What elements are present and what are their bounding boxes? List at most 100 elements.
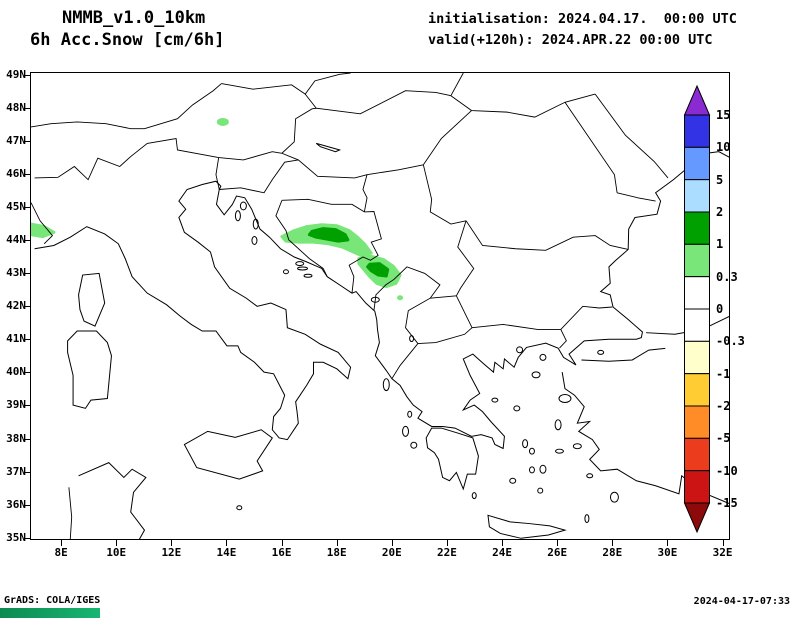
coastline [561, 372, 729, 504]
snow-area-piedmont-edge [31, 222, 56, 239]
coastline [425, 427, 479, 491]
country-border [362, 174, 368, 212]
island-outline [402, 425, 410, 437]
lon-tick-mark [61, 540, 63, 546]
island-outline [528, 466, 535, 474]
island-outline [303, 273, 313, 278]
lat-tick-label: 38N [6, 431, 26, 445]
island-outline [409, 335, 415, 343]
lat-tick-label: 42N [6, 299, 26, 313]
island-outline [609, 491, 619, 503]
country-border [465, 220, 629, 251]
island-outline [572, 443, 582, 450]
country-border [215, 157, 220, 190]
country-border [423, 110, 472, 166]
initialisation-line: initialisation: 2024.04.17. 00:00 UTC [428, 11, 737, 27]
country-border [31, 83, 222, 130]
island-outline [252, 218, 259, 230]
creation-timestamp: 2024-04-17-07:33 [693, 596, 790, 607]
colorbar-tick-label: -2 [716, 399, 731, 413]
lat-tick-label: 36N [6, 497, 26, 511]
snow-area-alps-spot [216, 118, 229, 126]
lon-tick-mark [612, 540, 614, 546]
island-outline [407, 410, 413, 418]
colorbar-segment [684, 340, 710, 375]
colorbar-segment [684, 114, 710, 148]
country-border [405, 310, 419, 344]
colorbar-canvas [683, 84, 711, 534]
product-title: 6h Acc.Snow [cm/6h] [30, 30, 225, 50]
country-border [422, 164, 467, 225]
colorbar-tick-label: 5 [716, 172, 724, 187]
lat-tick-label: 35N [6, 530, 26, 544]
lat-tick-label: 39N [6, 398, 26, 412]
country-border [417, 327, 473, 344]
island-outline [251, 236, 258, 245]
island-outline [513, 405, 521, 412]
country-border [348, 211, 382, 294]
colorbar-tick-label: 10 [716, 140, 731, 155]
colorbar-tick-label: 2 [716, 205, 724, 219]
lat-tick-label: 47N [6, 134, 26, 148]
colorbar-tick-label: 0.3 [716, 269, 738, 284]
lon-tick-mark [667, 540, 669, 546]
island-outline [558, 394, 572, 403]
lat-tick-label: 37N [6, 464, 26, 478]
colorbar-segment [684, 405, 710, 439]
lon-tick-label: 16E [271, 546, 292, 559]
colorbar-tick-label: 15 [716, 108, 731, 122]
lat-tick-label: 48N [6, 101, 26, 115]
island-outline [554, 419, 562, 431]
lat-tick-label: 40N [6, 365, 26, 379]
lon-tick-label: 18E [326, 546, 347, 559]
island-outline [509, 477, 517, 484]
coastline [315, 142, 342, 153]
colorbar-segment [684, 179, 710, 213]
lon-tick-label: 30E [657, 546, 678, 559]
lat-tick-mark [24, 372, 30, 374]
country-border [373, 266, 441, 311]
island-outline [597, 349, 605, 355]
lon-tick-mark [336, 540, 338, 546]
colorbar-tick-label: -10 [716, 463, 738, 478]
lon-tick-mark [502, 540, 504, 546]
lon-tick-mark [171, 540, 173, 546]
island-outline [522, 439, 529, 449]
country-border [304, 90, 451, 115]
country-border [31, 202, 54, 245]
lon-tick-mark [226, 540, 228, 546]
island-outline [239, 201, 247, 211]
lat-tick-mark [24, 471, 30, 473]
lat-tick-mark [24, 74, 30, 76]
colorbar-tick-label: -1 [716, 366, 731, 381]
map-plot-area [30, 72, 730, 540]
island-outline [584, 514, 590, 524]
map-canvas [31, 73, 729, 539]
country-border [455, 220, 475, 297]
colorbar-segment [684, 243, 710, 278]
country-border [281, 198, 365, 213]
lon-tick-mark [116, 540, 118, 546]
country-border [594, 93, 669, 179]
lon-tick-label: 14E [216, 546, 237, 559]
country-border [559, 329, 567, 349]
island-outline [410, 441, 418, 449]
lat-tick-label: 41N [6, 332, 26, 346]
colorbar-bottom-arrow [683, 502, 711, 534]
colorbar-segment [684, 470, 710, 504]
lon-tick-mark [391, 540, 393, 546]
lon-tick-label: 22E [437, 546, 457, 559]
lat-tick-mark [24, 141, 30, 143]
country-border [281, 107, 317, 154]
island-outline [531, 371, 541, 379]
colorbar-segment [684, 146, 710, 181]
snow-area-kosovo-spot [397, 295, 404, 301]
island-outline [539, 464, 547, 474]
lat-tick-label: 43N [6, 266, 26, 280]
lon-tick-label: 26E [547, 546, 568, 559]
island-outline [370, 296, 380, 303]
country-border [408, 295, 457, 311]
lat-tick-label: 46N [6, 167, 26, 181]
island-outline [554, 448, 564, 454]
lon-tick-mark [446, 540, 448, 546]
